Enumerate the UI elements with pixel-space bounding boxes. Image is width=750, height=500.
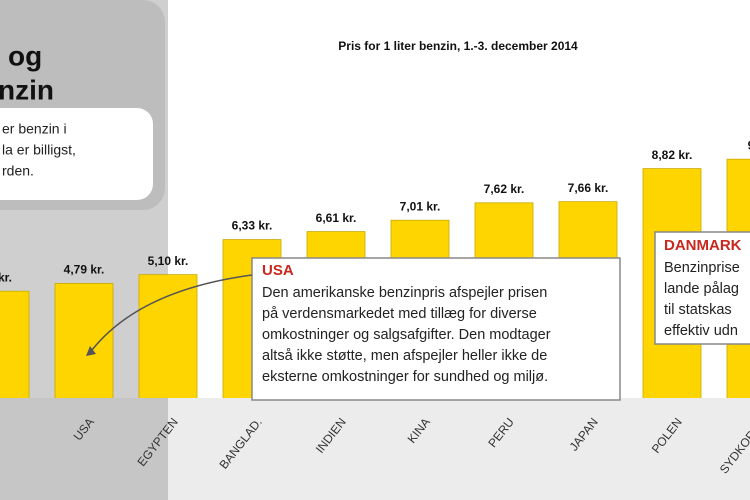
chart-title: Pris for 1 liter benzin, 1.-3. december …	[338, 39, 578, 53]
label-band	[168, 398, 750, 500]
value-label: 7,62 kr.	[484, 182, 525, 196]
value-label: 6,61 kr.	[316, 211, 357, 225]
intro-text: rden.	[2, 163, 34, 179]
arrow-head	[86, 346, 96, 356]
value-label: 2 kr.	[0, 270, 12, 284]
annotation-text: omkostninger og salgsafgifter. Den modta…	[262, 327, 551, 343]
headline: og	[8, 40, 42, 71]
label-band	[0, 398, 168, 500]
value-label: 6,33 kr.	[232, 219, 273, 233]
annotation-text: altså ikke støtte, men afspejler heller …	[262, 348, 547, 364]
headline: nzin	[0, 74, 54, 105]
bar	[138, 274, 198, 421]
intro-text: er benzin i	[2, 121, 67, 137]
value-label: 7,66 kr.	[568, 181, 609, 195]
annotation-text: effektiv udn	[664, 323, 738, 339]
bar	[54, 283, 114, 421]
value-label: 7,01 kr.	[400, 199, 441, 213]
intro-box	[0, 108, 153, 200]
annotation-text: lande pålag	[664, 281, 739, 297]
intro-text: la er billigst,	[2, 142, 76, 158]
annotation-arrow	[91, 274, 253, 351]
annotation-text: Den amerikanske benzinpris afspejler pri…	[262, 285, 547, 301]
annotation-box	[654, 231, 750, 345]
annotation-box	[251, 257, 621, 401]
value-label: 8,82 kr.	[652, 148, 693, 162]
annotation-text: Benzinprise	[664, 260, 740, 276]
value-label: 9,1	[748, 138, 750, 152]
annotation-text: eksterne omkostninger for sundhed og mil…	[262, 369, 548, 385]
annotation-title: USA	[262, 262, 294, 279]
annotation-text: til statskas	[664, 302, 732, 318]
value-label: 4,79 kr.	[64, 263, 105, 277]
value-label: 5,10 kr.	[148, 254, 189, 268]
annotation-title: DANMARK	[664, 237, 742, 254]
annotation-text: på verdensmarkedet med tillæg for divers…	[262, 306, 537, 322]
